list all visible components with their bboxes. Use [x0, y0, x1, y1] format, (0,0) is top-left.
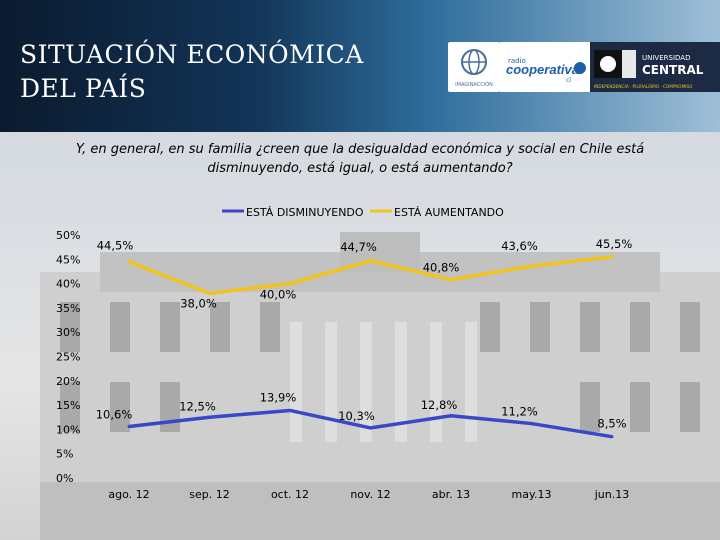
- x-tick-label: ago. 12: [108, 488, 149, 501]
- y-tick-label: 10%: [56, 423, 80, 436]
- data-point: [610, 255, 614, 259]
- x-tick-label: may.13: [512, 488, 552, 501]
- x-tick-label: sep. 12: [189, 488, 229, 501]
- data-point: [610, 435, 614, 439]
- data-point: [530, 264, 533, 268]
- y-tick-label: 35%: [56, 302, 80, 315]
- x-tick-label: abr. 13: [432, 488, 470, 501]
- central-logo-tagline: INDEPENDENCIA · PLURALISMO · COMPROMISO: [594, 84, 693, 89]
- y-tick-label: 5%: [56, 448, 73, 461]
- central-logo-name: CENTRAL: [642, 63, 704, 77]
- palace-background-image: [40, 232, 720, 540]
- data-label: 12,5%: [179, 399, 216, 413]
- cooperativa-logo: radio cooperativa cl: [500, 42, 590, 92]
- imagenes-logo: IMAGINACCIÓN: [448, 42, 500, 92]
- legend-label: ESTÁ AUMENTANDO: [394, 206, 504, 219]
- cooperativa-logo-sub: cl: [566, 77, 571, 84]
- data-label: 8,5%: [597, 417, 626, 431]
- legend-label: ESTÁ DISMINUYENDO: [246, 206, 364, 219]
- data-point: [369, 259, 372, 263]
- y-tick-label: 40%: [56, 278, 80, 291]
- cooperativa-logo-prefix: radio: [508, 57, 526, 65]
- y-tick-label: 0%: [56, 472, 73, 485]
- y-tick-label: 20%: [56, 375, 80, 388]
- data-label: 38,0%: [180, 296, 217, 310]
- data-point: [288, 408, 292, 412]
- data-point: [127, 424, 131, 428]
- header-banner: SITUACIÓN ECONÓMICA DEL PAÍS IMAGINACCIÓ…: [0, 0, 720, 132]
- data-label: 45,5%: [596, 237, 633, 251]
- x-tick-label: oct. 12: [271, 488, 309, 501]
- data-point: [208, 415, 211, 419]
- data-label: 40,8%: [423, 261, 460, 275]
- data-label: 13,9%: [260, 390, 297, 404]
- data-point: [449, 414, 453, 418]
- data-point: [208, 291, 211, 295]
- data-label: 12,8%: [421, 398, 458, 412]
- data-label: 10,6%: [96, 407, 133, 421]
- y-tick-label: 30%: [56, 326, 80, 339]
- data-label: 43,6%: [501, 239, 538, 253]
- globe-icon: IMAGINACCIÓN: [455, 49, 493, 88]
- data-point: [449, 278, 453, 282]
- data-point: [369, 426, 372, 430]
- y-tick-label: 25%: [56, 351, 80, 364]
- data-point: [127, 260, 131, 264]
- central-logo-top: UNIVERSIDAD: [642, 54, 690, 62]
- x-tick-label: jun.13: [594, 488, 630, 501]
- y-tick-label: 15%: [56, 399, 80, 412]
- data-label: 11,2%: [501, 405, 538, 419]
- y-tick-label: 45%: [56, 253, 80, 266]
- cooperativa-swoosh-icon: [574, 62, 586, 74]
- data-label: 44,5%: [97, 239, 134, 253]
- y-tick-label: 50%: [56, 229, 80, 242]
- imagenes-logo-text: IMAGINACCIÓN: [455, 81, 493, 88]
- data-point: [530, 422, 533, 426]
- data-point: [288, 282, 292, 286]
- data-label: 44,7%: [340, 240, 377, 254]
- page-title: SITUACIÓN ECONÓMICA DEL PAÍS: [20, 40, 364, 103]
- series-line-aumentando: [128, 255, 613, 296]
- data-label: 40,0%: [260, 288, 297, 302]
- x-tick-label: nov. 12: [350, 488, 390, 501]
- data-label: 10,3%: [338, 409, 375, 423]
- universidad-central-logo: UNIVERSIDAD CENTRAL INDEPENDENCIA · PLUR…: [590, 42, 720, 92]
- cooperativa-logo-name: cooperativa: [506, 62, 579, 77]
- survey-question: Y, en general, en su familia ¿creen que …: [75, 142, 645, 176]
